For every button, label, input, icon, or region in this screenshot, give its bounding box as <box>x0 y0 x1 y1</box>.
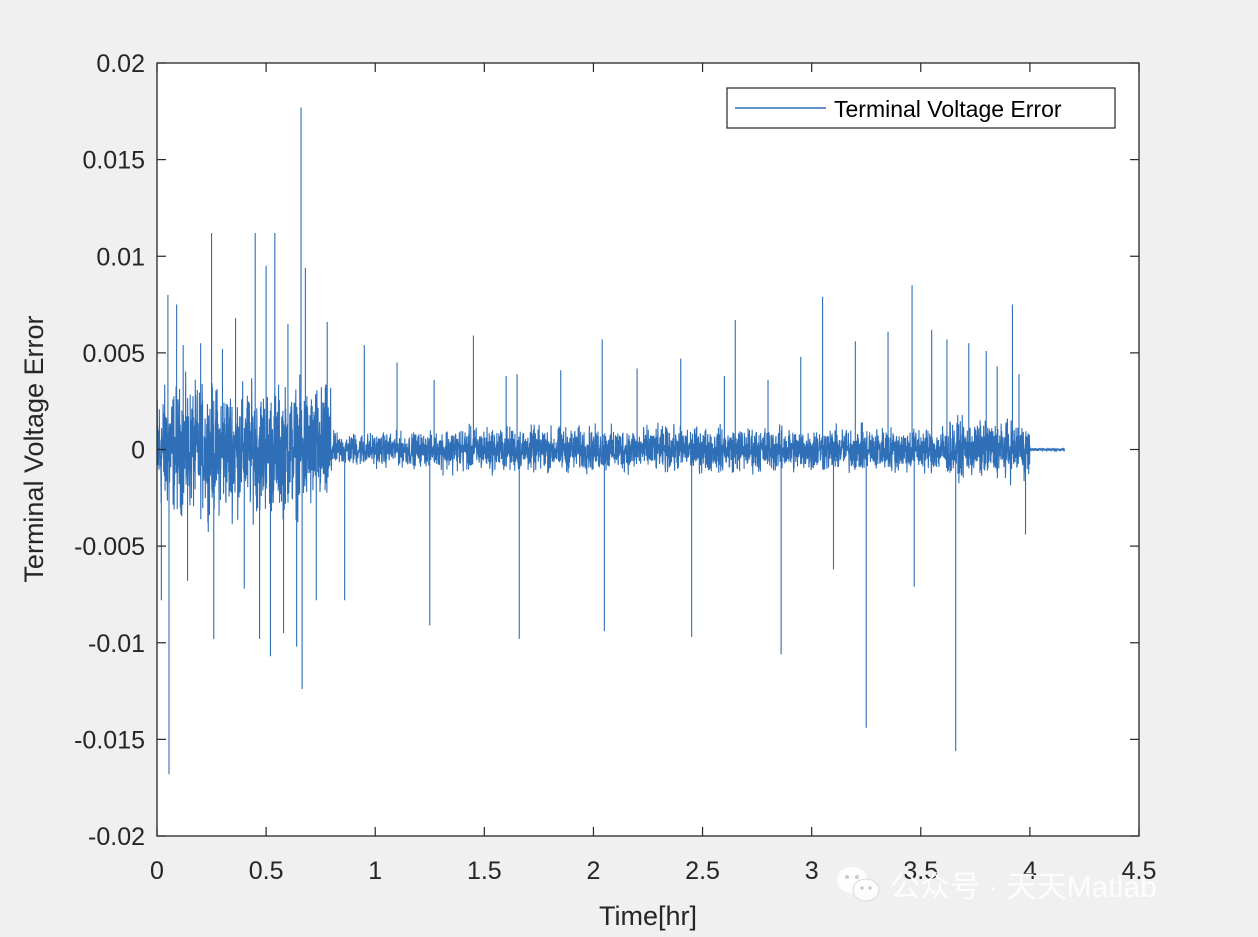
x-tick-label: 0.5 <box>249 857 284 885</box>
y-tick-label: 0.02 <box>96 50 145 78</box>
y-tick-label: -0.02 <box>88 823 145 851</box>
y-tick-label: -0.005 <box>74 533 145 561</box>
wechat-icon <box>837 867 880 902</box>
series-line-terminal-voltage-error <box>156 107 1066 775</box>
x-tick-label: 4.5 <box>1122 857 1157 885</box>
y-tick-label: 0.015 <box>82 147 145 175</box>
y-tick-label: 0.01 <box>96 243 145 271</box>
y-tick-label: -0.01 <box>88 630 145 658</box>
y-tick-label: -0.015 <box>74 726 145 754</box>
y-tick-label: 0.005 <box>82 340 145 368</box>
watermark-text: 公众号 · 天天Matlab <box>890 871 1157 904</box>
watermark: 公众号 · 天天Matlab <box>837 867 1157 904</box>
x-tick-label: 0 <box>150 857 164 885</box>
y-tick-label: 0 <box>131 437 145 465</box>
legend: Terminal Voltage Error <box>726 87 1116 129</box>
x-tick-label: 4 <box>1023 857 1037 885</box>
legend-entry-label: Terminal Voltage Error <box>834 96 1062 122</box>
x-tick-label: 1 <box>368 857 382 885</box>
x-tick-label: 3 <box>805 857 819 885</box>
y-axis-label: Terminal Voltage Error <box>19 315 49 582</box>
x-axis-label: Time[hr] <box>599 901 697 931</box>
x-tick-label: 3.5 <box>903 857 938 885</box>
x-tick-label: 2.5 <box>685 857 720 885</box>
x-tick-label: 1.5 <box>467 857 502 885</box>
x-tick-label: 2 <box>586 857 600 885</box>
